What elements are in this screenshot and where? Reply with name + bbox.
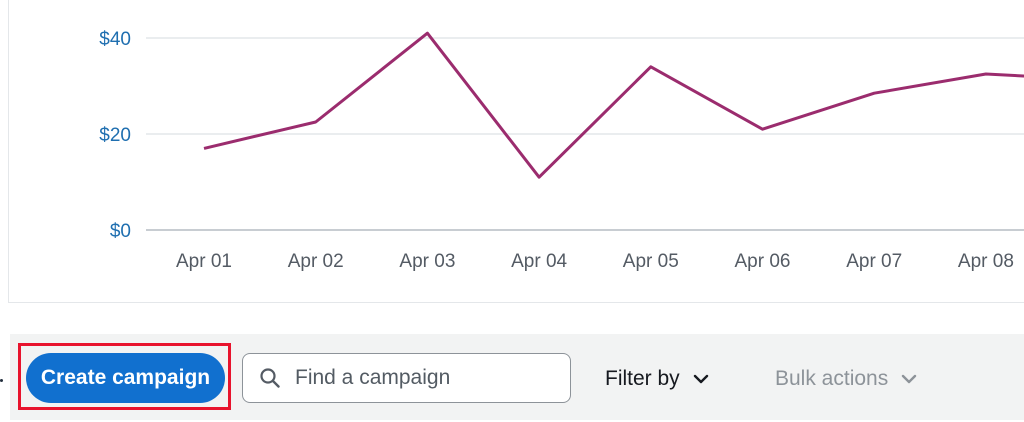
search-icon — [260, 368, 280, 388]
y-tick-label: $20 — [99, 125, 131, 146]
filter-by-dropdown[interactable]: Filter by — [605, 362, 710, 396]
x-tick-label: Apr 04 — [511, 251, 567, 272]
x-tick-label: Apr 06 — [735, 251, 791, 272]
chevron-down-icon — [902, 374, 917, 384]
chevron-down-icon — [693, 374, 708, 384]
bulk-actions-label: Bulk actions — [775, 367, 889, 390]
x-tick-label: Apr 05 — [623, 251, 679, 272]
x-tick-label: Apr 07 — [846, 251, 902, 272]
x-tick-label: Apr 03 — [399, 251, 455, 272]
campaign-search[interactable] — [242, 353, 571, 403]
x-tick-label: Apr 08 — [958, 251, 1014, 272]
x-tick-label: Apr 02 — [288, 251, 344, 272]
row-marker-dot — [0, 379, 3, 382]
create-campaign-button[interactable]: Create campaign — [26, 353, 225, 403]
search-input[interactable] — [293, 357, 557, 399]
bulk-actions-dropdown[interactable]: Bulk actions — [775, 362, 918, 396]
highlight-box — [18, 343, 231, 410]
series-line — [203, 31, 1024, 179]
filter-by-label: Filter by — [605, 367, 680, 390]
y-tick-label: $0 — [110, 221, 131, 242]
y-tick-label: $40 — [99, 29, 131, 50]
x-tick-label: Apr 01 — [176, 251, 232, 272]
performance-line-chart: $0 $20 $40 Apr 01 Apr 02 Apr 03 Apr 04 Apr 05 Ap… — [99, 29, 1024, 272]
performance-chart-card: $0 $20 $40 Apr 01 Apr 02 Apr 03 Apr 04 Apr 05 Ap… — [8, 0, 1024, 303]
